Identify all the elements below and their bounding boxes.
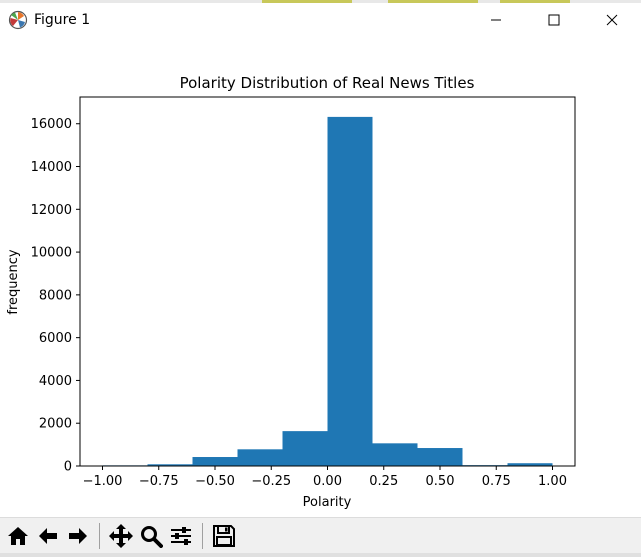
x-tick-label: −0.75 <box>139 474 179 489</box>
toolbar-separator <box>99 523 100 549</box>
histogram-bar <box>507 463 553 466</box>
x-tick-label: −0.50 <box>195 474 235 489</box>
y-tick-label: 6000 <box>39 331 72 346</box>
background-window-strip <box>0 553 641 557</box>
maximize-button[interactable] <box>525 3 583 37</box>
x-axis-label: Polarity <box>303 495 352 510</box>
figure-canvas: Polarity Distribution of Real News Title… <box>0 37 641 517</box>
x-tick-label: 0.50 <box>426 474 455 489</box>
x-tick-label: 0.00 <box>313 474 342 489</box>
background-window-strip <box>0 0 641 3</box>
histogram-bar <box>147 464 193 466</box>
x-tick-label: 0.75 <box>482 474 511 489</box>
navigation-toolbar <box>0 517 641 554</box>
x-tick-label: 1.00 <box>538 474 567 489</box>
title-bar: Figure 1 <box>0 3 641 37</box>
histogram-bar <box>282 431 328 466</box>
forward-arrow-icon <box>69 528 87 544</box>
y-tick-label: 0 <box>64 460 72 475</box>
pan-button[interactable] <box>106 521 136 551</box>
configure-subplots-icon <box>171 527 191 545</box>
y-tick-label: 14000 <box>31 160 72 175</box>
pan-icon <box>109 524 133 548</box>
histogram-bar <box>372 443 418 466</box>
home-icon <box>8 527 28 545</box>
back-arrow-icon <box>39 528 57 544</box>
histogram-bar <box>192 457 238 466</box>
minimize-button[interactable] <box>467 3 525 37</box>
save-button[interactable] <box>209 521 239 551</box>
y-tick-label: 12000 <box>31 203 72 218</box>
matplotlib-icon <box>8 10 28 30</box>
histogram-bar <box>327 116 373 466</box>
x-tick-label: −0.25 <box>251 474 291 489</box>
x-tick-label: −1.00 <box>83 474 123 489</box>
close-icon <box>606 14 618 26</box>
zoom-button[interactable] <box>136 521 166 551</box>
y-tick-label: 2000 <box>39 417 72 432</box>
minimize-icon <box>491 19 501 21</box>
window-title: Figure 1 <box>34 12 91 28</box>
configure-subplots-button[interactable] <box>166 521 196 551</box>
forward-button[interactable] <box>63 521 93 551</box>
zoom-icon <box>141 526 163 548</box>
histogram-bar <box>237 449 283 466</box>
histogram-bar <box>417 448 463 466</box>
x-tick-label: 0.25 <box>369 474 398 489</box>
maximize-icon <box>548 14 560 26</box>
y-tick-label: 16000 <box>31 117 72 132</box>
home-button[interactable] <box>3 521 33 551</box>
y-tick-label: 4000 <box>39 374 72 389</box>
y-tick-label: 8000 <box>39 288 72 303</box>
save-icon <box>213 525 235 547</box>
y-tick-label: 10000 <box>31 246 72 261</box>
toolbar-separator <box>202 523 203 549</box>
histogram-chart: Polarity Distribution of Real News Title… <box>6 74 576 510</box>
back-button[interactable] <box>33 521 63 551</box>
chart-title: Polarity Distribution of Real News Title… <box>180 74 475 92</box>
y-axis-label: frequency <box>6 249 21 315</box>
close-button[interactable] <box>583 3 641 37</box>
